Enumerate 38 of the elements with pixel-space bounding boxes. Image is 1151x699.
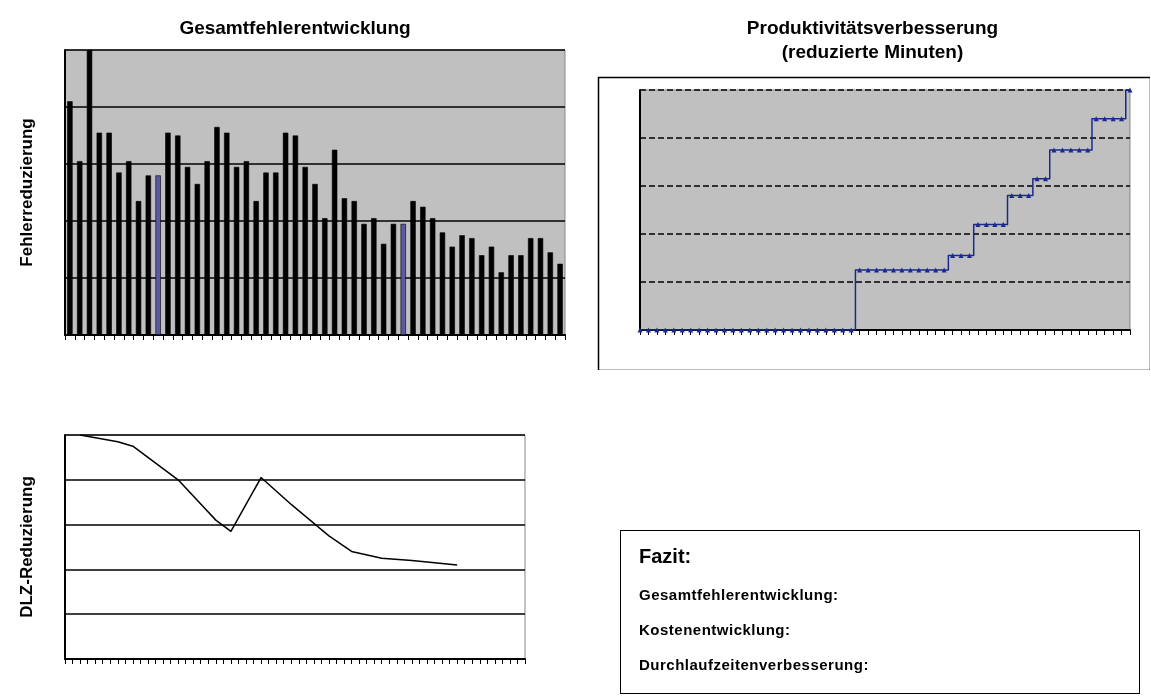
point [1051,147,1057,153]
point [890,267,896,273]
point [933,267,939,273]
point [1026,193,1032,199]
point [1110,116,1116,122]
point [941,267,947,273]
point [1043,176,1049,182]
text: Fazit: [639,545,693,568]
point [899,267,905,273]
point [1127,87,1133,93]
point [992,221,998,227]
point [1085,147,1091,153]
point [865,267,871,273]
y-axis-title: DLZ-Reduzierung [17,476,36,618]
point [983,221,989,227]
point [1119,116,1125,122]
point [1068,147,1074,153]
point [1000,221,1006,227]
text: Gesamtfehlerentwicklung: [639,586,840,603]
point [882,267,888,273]
point [1059,147,1065,153]
point [950,253,956,259]
point [924,267,930,273]
chart-title: Gesamtfehlerentwicklung [179,16,411,38]
chart-title: Produktivitätsverbesserung (reduzierte Minuten) [746,16,999,62]
text: Durchlaufzeitenverbesserung: [639,656,870,673]
point [1017,193,1023,199]
point [907,267,913,273]
point [874,267,880,273]
point [857,267,863,273]
text: Kostenentwicklung: [639,621,792,638]
y-axis-title: Fehlerreduzierung [17,118,36,267]
point [958,253,964,259]
point [1034,176,1040,182]
point [975,221,981,227]
point [916,267,922,273]
point [1076,147,1082,153]
point [966,253,972,259]
